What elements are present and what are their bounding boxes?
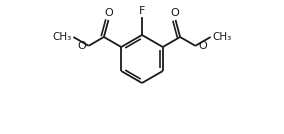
Text: O: O xyxy=(171,8,179,18)
Text: CH₃: CH₃ xyxy=(213,32,232,42)
Text: O: O xyxy=(105,8,113,18)
Text: F: F xyxy=(139,7,145,16)
Text: CH₃: CH₃ xyxy=(52,32,71,42)
Text: O: O xyxy=(198,41,207,51)
Text: O: O xyxy=(77,41,86,51)
